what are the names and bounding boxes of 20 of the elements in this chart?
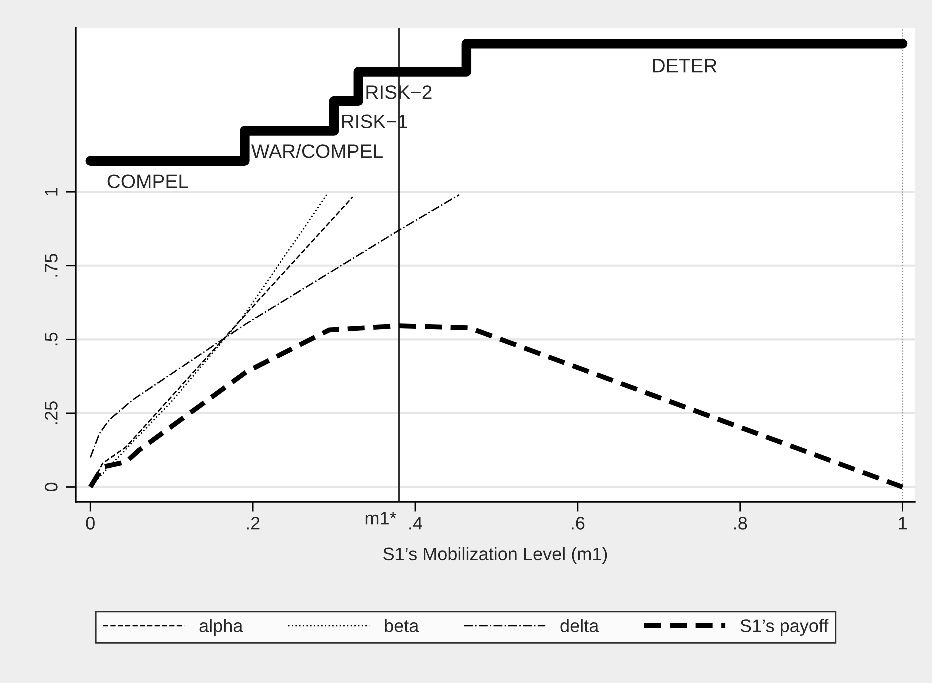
annotation: DETER xyxy=(653,59,717,73)
legend-label: alpha xyxy=(200,619,244,636)
legend-label: beta xyxy=(385,619,420,632)
x-tick-label: .4 xyxy=(410,517,422,530)
x-axis-title: S1’s Mobilization Level (m1) xyxy=(384,547,608,564)
y-tick-label: .5 xyxy=(45,332,58,346)
ref-line-label: m1* xyxy=(366,512,397,525)
x-tick-label: .6 xyxy=(572,517,585,530)
x-tick-label: .8 xyxy=(734,517,748,530)
y-tick-label: 1 xyxy=(45,188,58,196)
annotation: COMPEL xyxy=(108,174,188,188)
y-tick-label: 0 xyxy=(45,482,58,492)
x-tick-label: 0 xyxy=(86,517,95,530)
x-tick-label: .2 xyxy=(247,517,260,530)
annotation: WAR/COMPEL xyxy=(252,144,383,158)
legend-label: delta xyxy=(560,619,600,632)
y-tick-label: .75 xyxy=(45,254,58,277)
legend-label: S1’s payoff xyxy=(740,619,829,636)
y-tick-label: .25 xyxy=(45,402,58,424)
x-tick-label: 1 xyxy=(899,517,907,530)
